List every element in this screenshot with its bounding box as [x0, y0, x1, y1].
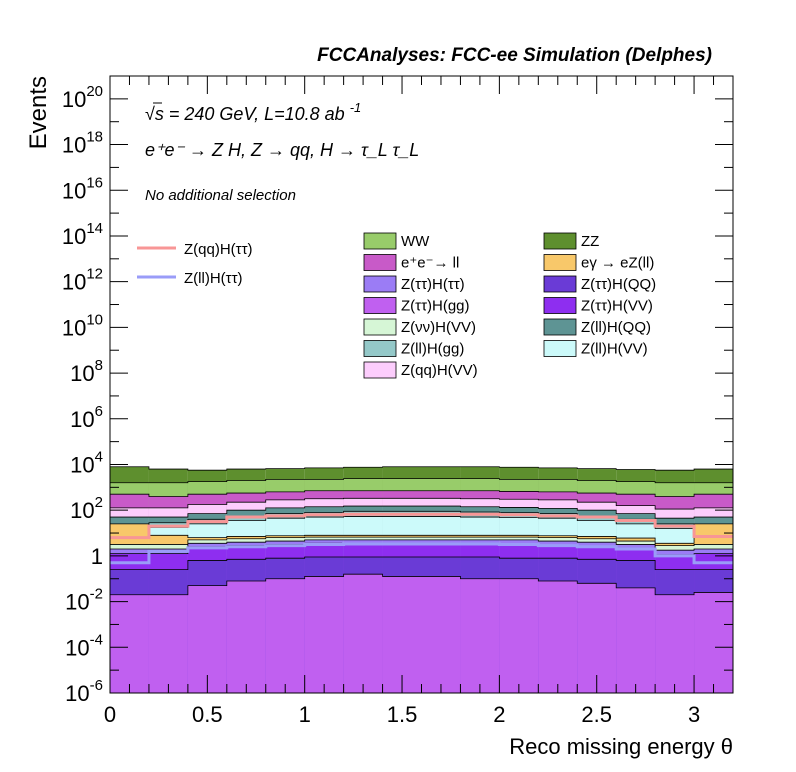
legend-swatch [543, 340, 577, 357]
annotations: FCCAnalyses: FCC-ee Simulation (Delphes)… [145, 45, 712, 204]
bar [616, 587, 656, 693]
process-annotation: e⁺e⁻ → Z H, Z → qq, H → τ_L τ_L [145, 140, 419, 160]
line-z-ll-h- [110, 542, 733, 565]
y-tick-label: 108 [70, 357, 103, 386]
legend-swatch [363, 297, 397, 314]
energy-annotation: √s = 240 GeV, L=10.8 ab -1 [145, 100, 361, 124]
stack-z-h-gg- [110, 573, 733, 693]
y-tick-label: 1018 [62, 129, 103, 158]
legend-label: Z(νν)H(VV) [401, 319, 476, 336]
bar [499, 578, 539, 693]
legend-label: Z(ττ)H(VV) [581, 298, 653, 315]
bar [538, 581, 578, 693]
y-tick-label: 1014 [62, 220, 103, 249]
bar [265, 578, 305, 693]
x-tick-label: 3 [688, 702, 700, 727]
legend-swatch [543, 254, 577, 271]
stack-outline [110, 478, 733, 484]
bar [304, 576, 344, 693]
stack-outline [110, 556, 733, 570]
legend-swatch [363, 232, 397, 250]
x-axis-label: Reco missing energy θ [509, 734, 733, 759]
y-tick-label: 10-4 [65, 631, 103, 660]
stack-outline [110, 523, 733, 544]
chart-title: FCCAnalyses: FCC-ee Simulation (Delphes) [317, 45, 712, 66]
legend-swatch [363, 275, 397, 293]
y-axis-label: Events [25, 76, 52, 149]
legend-label: Z(ll)H(VV) [581, 341, 648, 358]
bar [343, 574, 383, 693]
y-tick-label: 1016 [62, 174, 103, 203]
legend-label: ZZ [581, 233, 599, 250]
legend-swatch [543, 297, 577, 314]
legend-label: Z(ll)H(gg) [401, 341, 464, 358]
x-tick-label: 2.5 [581, 702, 612, 727]
stack-outline [110, 466, 733, 471]
bar [655, 594, 695, 693]
legend-label: Z(ll)H(ττ) [184, 270, 243, 287]
legend-swatch [543, 318, 577, 336]
y-tick-label: 102 [70, 494, 103, 523]
stack-outline [110, 536, 733, 547]
stack-layers [110, 466, 733, 693]
x-tick-label: 1 [299, 702, 311, 727]
stack-outline [110, 573, 733, 596]
legend-label: WW [401, 233, 430, 250]
legend-swatch [363, 361, 397, 379]
stack-outline [110, 539, 733, 551]
line-z-qq-h- [110, 512, 733, 540]
bar [577, 583, 617, 693]
x-tick-label: 2 [493, 702, 505, 727]
y-tick-label: 1 [91, 544, 103, 569]
legend-label: Z(ll)H(QQ) [581, 319, 651, 336]
bar [460, 578, 500, 693]
x-tick-label: 0 [104, 702, 116, 727]
legend: Z(qq)H(ττ) Z(ll)H(ττ) WW e⁺e⁻→ ll Z(ττ)H(ττ)… [137, 232, 656, 379]
signal-lines [110, 512, 733, 565]
legend-swatch [363, 318, 397, 336]
legend-swatch [363, 254, 397, 271]
legend-swatch [543, 275, 577, 293]
y-tick-label: 10-2 [65, 586, 103, 615]
x-tick-label: 1.5 [387, 702, 418, 727]
legend-label: Z(qq)H(VV) [401, 362, 478, 379]
y-tick-label: 1012 [62, 266, 103, 295]
bar [110, 594, 149, 693]
axes: 0 0.5 1 1.5 2 2.5 3 1020 1018 1016 1014 1012 1010 108… [25, 75, 734, 759]
y-tick-label: 1010 [62, 311, 103, 340]
bar [226, 581, 266, 693]
x-tick-label: 0.5 [192, 702, 223, 727]
legend-label: Z(ττ)H(ττ) [401, 276, 465, 293]
stack-outline [110, 505, 733, 519]
legend-label: eγ → eZ(ll) [581, 255, 654, 272]
y-tick-label: 106 [70, 403, 103, 432]
y-tick-label: 104 [70, 448, 103, 477]
legend-label: Z(qq)H(ττ) [184, 241, 253, 258]
legend-swatch [543, 232, 577, 250]
y-tick-label: 10-6 [65, 677, 103, 706]
legend-label: Z(ττ)H(gg) [401, 298, 470, 315]
bar [694, 592, 733, 693]
bar [382, 576, 422, 693]
stack-outline [110, 497, 733, 510]
legend-label: e⁺e⁻→ ll [401, 255, 459, 272]
bar [148, 594, 188, 693]
legend-swatch [363, 340, 397, 357]
bar [421, 576, 461, 693]
y-tick-label: 1020 [62, 83, 103, 112]
stack-outline [110, 490, 733, 497]
legend-label: Z(ττ)H(QQ) [581, 276, 656, 293]
selection-annotation: No additional selection [145, 187, 296, 204]
